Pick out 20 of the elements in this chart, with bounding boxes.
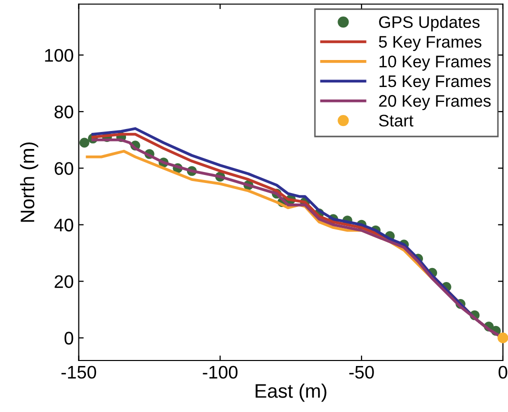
x-axis-title: East (m) <box>256 384 326 402</box>
x-tick-label: -100 <box>202 366 238 379</box>
y-tick-label: 0 <box>64 332 74 345</box>
legend-label: 5 Key Frames <box>378 36 482 52</box>
y-tick-label: 100 <box>45 48 74 62</box>
x-tick-label: -150 <box>61 366 96 379</box>
legend-label: 15 Key Frames <box>380 76 491 90</box>
y-tick-label: 20 <box>54 275 74 288</box>
point <box>498 332 508 344</box>
x-tick-label: -50 <box>349 366 374 379</box>
y-axis-title: North (m) <box>20 142 38 222</box>
x-tick-label: 0 <box>498 366 508 379</box>
y-tick-label: 40 <box>54 218 74 232</box>
legend-label: Start <box>379 114 414 127</box>
legend-label: 20 Key Frames <box>379 95 491 110</box>
y-tick-label: 60 <box>54 162 74 175</box>
y-tick-label: 80 <box>54 106 74 118</box>
legend-label: GPS Updates <box>379 16 480 32</box>
legend-label: 10 Key Frames <box>380 56 491 71</box>
point <box>79 138 90 148</box>
